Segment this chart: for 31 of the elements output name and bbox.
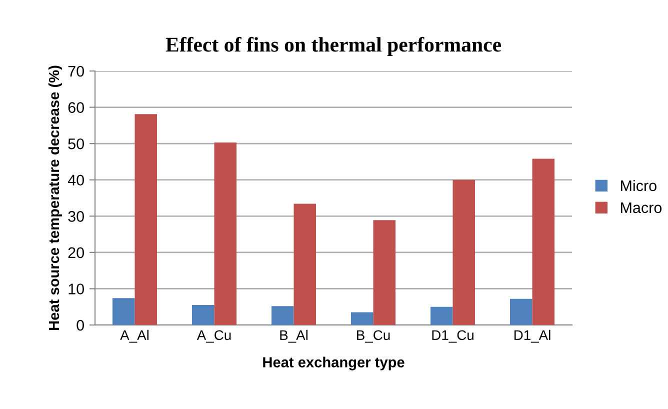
- legend-label: Macro: [620, 202, 662, 214]
- y-tick-label: 70: [68, 66, 84, 77]
- chart-title: Effect of fins on thermal performance: [166, 36, 502, 56]
- y-axis-title: Heat source temperature decrease (%): [48, 66, 62, 330]
- bar: [373, 220, 396, 325]
- x-tick-label: D1_Al: [514, 330, 550, 343]
- y-tick-label: 20: [68, 247, 84, 258]
- y-tick-label: 0: [76, 320, 84, 331]
- y-tick-label: 60: [68, 102, 84, 113]
- bar: [532, 158, 555, 325]
- bar: [294, 204, 316, 325]
- bar: [112, 298, 135, 325]
- y-tick-label: 10: [68, 284, 84, 294]
- bar: [271, 306, 294, 325]
- y-tick-label: 50: [68, 138, 84, 150]
- x-tick-label: D1_Cu: [432, 330, 474, 343]
- bar: [350, 312, 374, 325]
- y-tick-label: 30: [68, 211, 84, 222]
- x-tick-label: A_Al: [120, 330, 148, 343]
- legend-label: Micro: [620, 180, 656, 192]
- bar: [214, 142, 237, 325]
- bar: [134, 114, 158, 325]
- x-tick-label: A_Cu: [196, 330, 231, 343]
- x-axis-title: Heat exchanger type: [263, 356, 404, 370]
- x-tick-label: B_Cu: [357, 330, 390, 343]
- y-tick-label: 40: [68, 174, 84, 186]
- bar: [430, 306, 453, 325]
- bar: [452, 180, 476, 325]
- x-tick-label: B_Al: [280, 330, 308, 343]
- bar: [192, 305, 214, 325]
- bar: [510, 298, 532, 325]
